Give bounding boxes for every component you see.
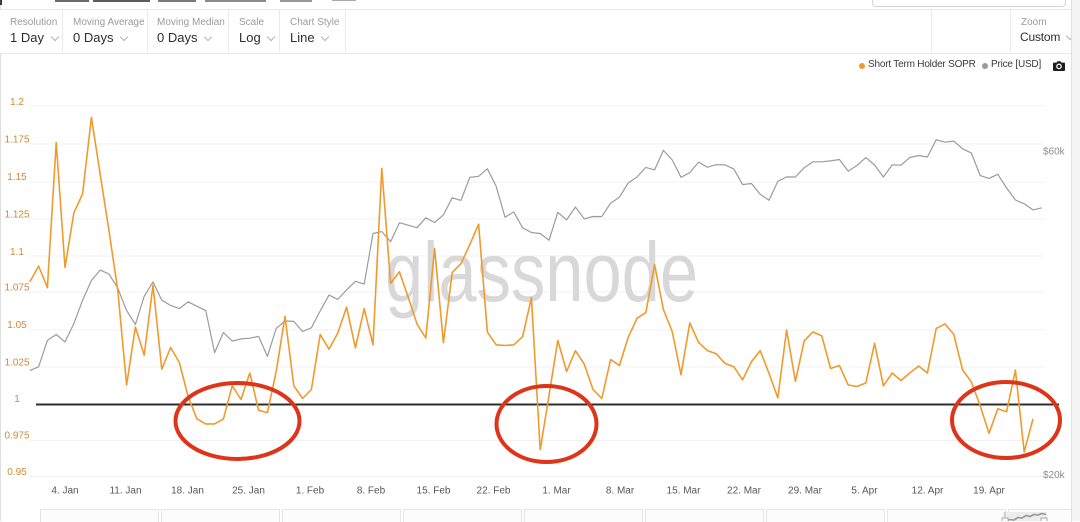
svg-text:29. Mar: 29. Mar <box>788 486 823 497</box>
svg-text:1.075: 1.075 <box>4 283 29 294</box>
svg-text:1: 1 <box>14 394 20 405</box>
svg-text:1.125: 1.125 <box>4 210 29 221</box>
svg-text:1.025: 1.025 <box>4 358 29 369</box>
svg-text:25. Jan: 25. Jan <box>232 486 265 497</box>
svg-text:15. Mar: 15. Mar <box>667 486 702 497</box>
svg-text:5. Apr: 5. Apr <box>851 486 878 497</box>
svg-text:1. Mar: 1. Mar <box>542 486 571 497</box>
svg-text:1. Feb: 1. Feb <box>296 486 325 497</box>
svg-text:19. Apr: 19. Apr <box>973 486 1005 497</box>
svg-text:1.05: 1.05 <box>7 320 27 331</box>
svg-text:8. Mar: 8. Mar <box>606 486 635 497</box>
svg-text:1.1: 1.1 <box>10 247 24 258</box>
svg-text:0.95: 0.95 <box>7 467 27 478</box>
svg-text:11. Jan: 11. Jan <box>109 486 141 497</box>
svg-text:8. Feb: 8. Feb <box>357 486 386 497</box>
svg-text:0.975: 0.975 <box>4 431 29 442</box>
svg-text:22. Feb: 22. Feb <box>477 486 511 497</box>
svg-text:18. Jan: 18. Jan <box>171 486 204 497</box>
svg-text:4. Jan: 4. Jan <box>51 486 78 497</box>
svg-text:$60k: $60k <box>1043 147 1066 158</box>
svg-text:15. Feb: 15. Feb <box>417 486 451 497</box>
svg-text:1.15: 1.15 <box>7 172 27 183</box>
svg-text:22. Mar: 22. Mar <box>727 486 762 497</box>
svg-text:1.175: 1.175 <box>4 134 29 145</box>
svg-text:1.2: 1.2 <box>10 97 24 108</box>
svg-text:12. Apr: 12. Apr <box>912 486 944 497</box>
svg-text:$20k: $20k <box>1043 470 1066 481</box>
